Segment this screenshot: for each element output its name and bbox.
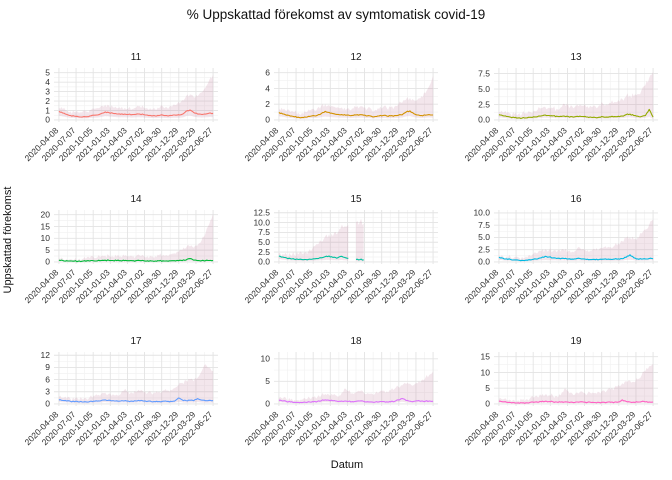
y-tick-label: 12.5: [253, 208, 270, 218]
y-tick-label: 2.5: [478, 244, 490, 254]
facet-15-chart: 150.02.55.07.510.012.52020-04-082020-07-…: [243, 194, 438, 305]
facet-14-chart: 14051015202020-04-082020-07-072020-10-05…: [23, 194, 218, 305]
y-tick-label: 10.0: [473, 208, 490, 218]
y-tick-label: 5: [45, 245, 50, 255]
facet-label: 14: [130, 194, 142, 205]
trend-line: [58, 258, 214, 263]
y-tick-label: 5: [45, 68, 50, 78]
trend-line: [498, 254, 654, 262]
trend-line: [355, 258, 364, 261]
y-tick-label: 5.0: [478, 84, 490, 94]
trend-line: [58, 397, 214, 403]
y-tick-label: 15: [481, 352, 491, 362]
facet-label: 13: [570, 52, 582, 63]
facet-grid: 11 0 1 2 3 4 5 2020-04-08 2020-07-07 2020-10-05 20…: [8, 48, 668, 474]
facet-label: 18: [350, 336, 362, 347]
confidence-band: [356, 218, 364, 262]
facet-label: 12: [350, 52, 362, 63]
y-tick-label: 20: [41, 210, 51, 220]
y-tick-label: 10: [41, 233, 51, 243]
confidence-band: [498, 363, 654, 404]
facet-16-chart: 160.02.55.07.510.02020-04-082020-07-0720…: [463, 194, 658, 305]
y-tick-label: 7.5: [258, 227, 270, 237]
y-tick-label: 5: [485, 383, 490, 393]
trend-line: [278, 255, 349, 261]
y-tick-label: 0: [45, 257, 50, 267]
confidence-band: [58, 364, 214, 404]
y-tick-label: 9: [45, 362, 50, 372]
y-tick-label: 12: [41, 350, 51, 360]
y-tick-label: 5.0: [478, 232, 490, 242]
y-tick-label: 10: [261, 354, 271, 364]
y-tick-label: 15: [41, 221, 51, 231]
x-axis-title: Datum: [330, 459, 364, 471]
chart-title: % Uppskattad förekomst av symtomatisk co…: [186, 7, 486, 22]
facet-label: 17: [130, 336, 142, 347]
y-tick-label: 0: [45, 399, 50, 409]
y-tick-label: 0: [265, 115, 270, 125]
y-tick-label: 3: [45, 86, 50, 96]
y-tick-label: 5: [265, 376, 270, 386]
confidence-band: [278, 75, 434, 119]
confidence-band: [498, 219, 654, 262]
y-tick-label: 6: [265, 68, 270, 78]
facet-label: 19: [570, 336, 582, 347]
facet-label: 11: [131, 52, 142, 63]
y-tick-label: 6: [45, 374, 50, 384]
trend-line: [278, 110, 434, 119]
y-tick-label: 4: [45, 77, 50, 87]
y-tick-label: 7.5: [478, 220, 490, 230]
y-tick-label: 3: [45, 387, 50, 397]
trend-line: [498, 399, 654, 404]
y-tick-label: 7.5: [478, 68, 490, 78]
y-tick-label: 10.0: [253, 217, 270, 227]
facet-label: 16: [570, 194, 582, 205]
y-tick-label: 4: [265, 83, 270, 93]
y-tick-label: 10: [481, 367, 491, 377]
confidence-band: [58, 213, 214, 262]
trend-line: [58, 109, 214, 118]
confidence-band: [498, 71, 654, 120]
trend-line: [278, 397, 434, 404]
y-tick-label: 2: [45, 96, 50, 106]
y-tick-label: 2.5: [478, 99, 490, 109]
y-tick-label: 2: [265, 99, 270, 109]
y-tick-label: 0.0: [478, 257, 490, 267]
y-tick-label: 0: [265, 399, 270, 409]
facet-19-chart: 190510152020-04-082020-07-072020-10-0520…: [463, 336, 658, 447]
facet-17-chart: 170369122020-04-082020-07-072020-10-0520…: [23, 336, 218, 447]
y-tick-label: 0.0: [258, 257, 270, 267]
y-tick-label: 1: [45, 105, 50, 115]
y-tick-label: 2.5: [258, 247, 270, 257]
y-tick-label: 0: [485, 399, 490, 409]
facet-13-chart: 130.02.55.07.52020-04-082020-07-072020-1…: [463, 52, 658, 163]
y-tick-label: 0.0: [478, 115, 490, 125]
confidence-band: [58, 74, 214, 119]
facet-12-chart: 1202462020-04-082020-07-072020-10-052021…: [243, 52, 438, 163]
confidence-band: [278, 224, 349, 262]
facet-18-chart: 1805102020-04-082020-07-072020-10-052021…: [243, 336, 438, 447]
y-tick-label: 5.0: [258, 237, 270, 247]
trend-line: [498, 108, 654, 120]
y-tick-label: 0: [45, 115, 50, 125]
confidence-band: [278, 371, 434, 404]
facet-label: 15: [350, 194, 362, 205]
facet-11-chart: 110123452020-04-082020-07-072020-10-0520…: [23, 52, 218, 163]
